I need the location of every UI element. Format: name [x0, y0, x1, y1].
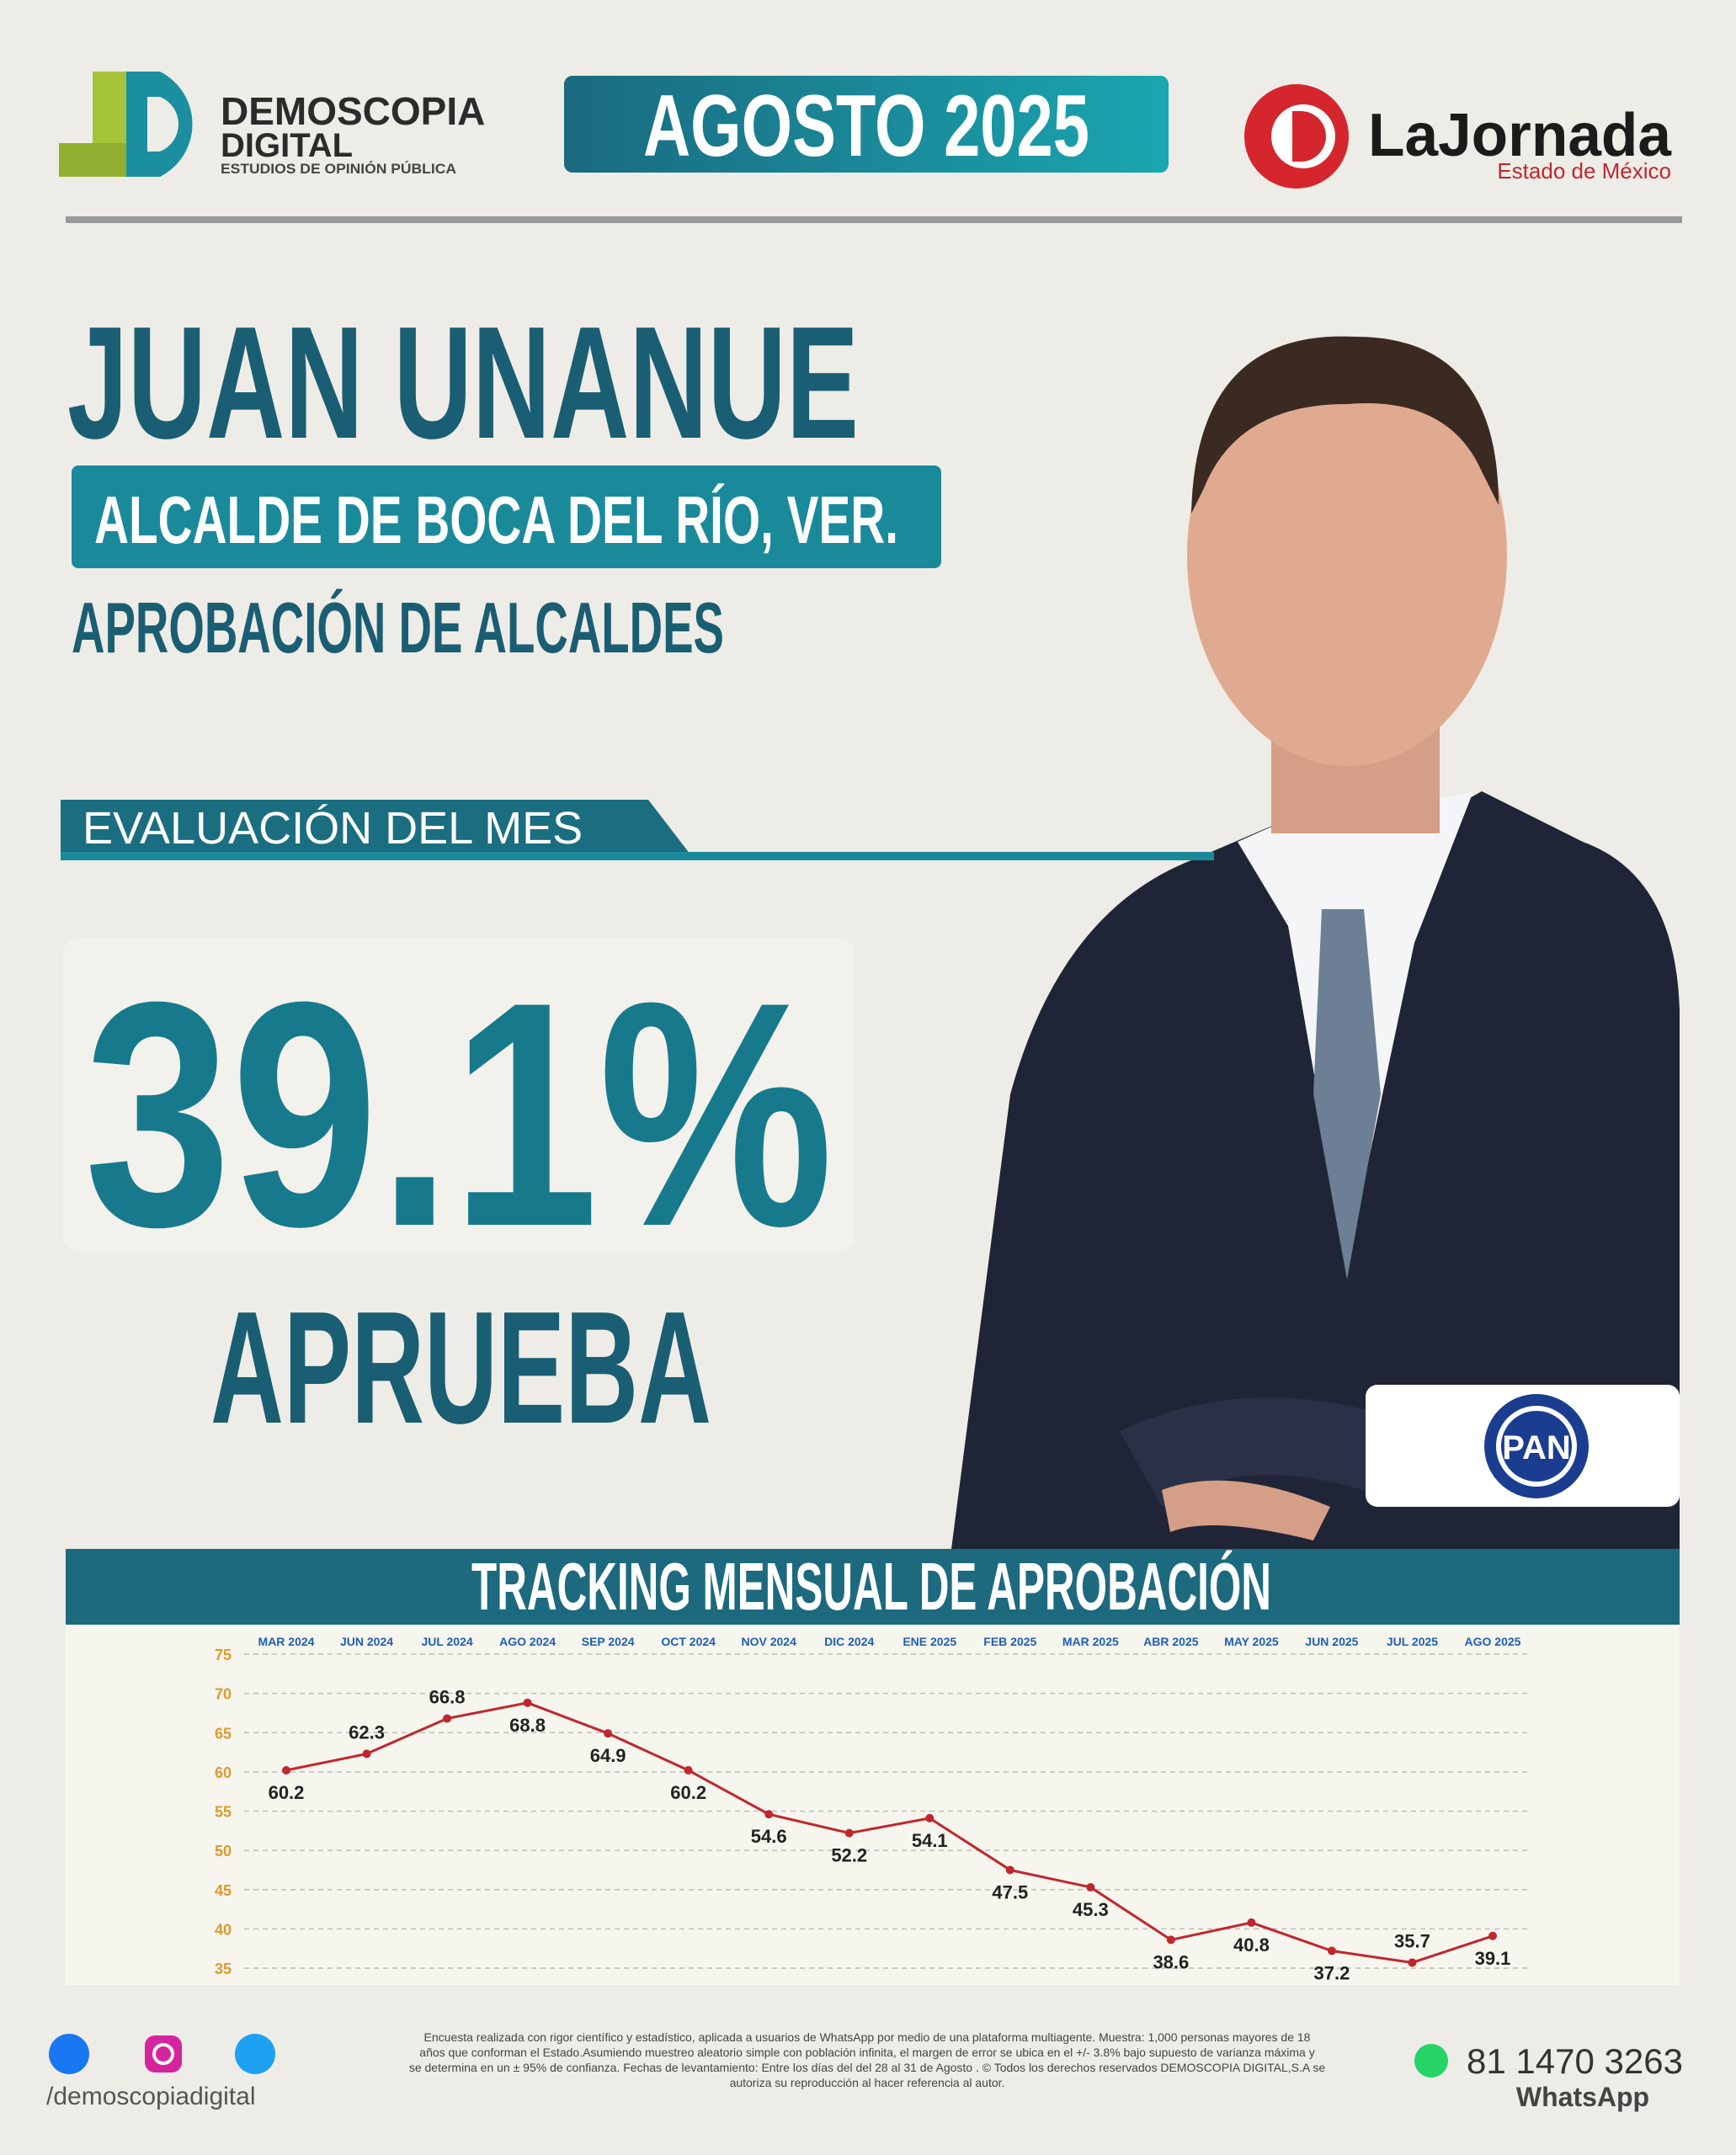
y-tick-label: 70	[215, 1686, 232, 1703]
brand-tagline: ESTUDIOS DE OPINIÓN PÚBLICA	[221, 161, 456, 177]
approval-label: APRUEBA	[210, 1279, 711, 1457]
data-point	[282, 1766, 290, 1775]
x-tick-label: ENE 2025	[903, 1635, 956, 1648]
x-tick-label: JUL 2024	[421, 1635, 472, 1648]
section-banner	[61, 800, 690, 854]
disclaimer-line: se determina en un ± 95% de confianza. F…	[409, 2061, 1326, 2074]
y-tick-label: 45	[215, 1882, 232, 1899]
data-label: 38.6	[1153, 1951, 1189, 1972]
data-label: 45.3	[1073, 1899, 1109, 1920]
data-label: 68.8	[509, 1715, 546, 1736]
disclaimer: Encuesta realizada con rigor científico …	[409, 2030, 1326, 2089]
data-point	[1408, 1958, 1417, 1967]
x-tick-label: AGO 2025	[1465, 1635, 1521, 1648]
x-tick-label: SEP 2024	[582, 1635, 635, 1648]
data-label: 39.1	[1475, 1948, 1511, 1969]
data-point	[684, 1766, 693, 1775]
brand-logo: DEMOSCOPIA DIGITAL ESTUDIOS DE OPINIÓN P…	[59, 72, 485, 177]
partner-sub: Estado de México	[1497, 158, 1671, 184]
approval-box	[63, 939, 855, 1252]
disclaimer-line: Encuesta realizada con rigor científico …	[424, 2030, 1311, 2044]
y-tick-label: 35	[215, 1961, 232, 1977]
phone: 81 1470 3263	[1467, 2041, 1683, 2081]
position: ALCALDE DE BOCA DEL RÍO, VER.	[94, 482, 898, 557]
section-rule	[61, 852, 1214, 860]
data-point	[844, 1828, 854, 1838]
x-tick-label: DIC 2024	[824, 1635, 874, 1648]
y-tick-label: 40	[215, 1921, 232, 1938]
social-icons	[49, 2034, 275, 2074]
data-point	[1005, 1865, 1014, 1875]
x-tick-label: AGO 2024	[499, 1635, 556, 1648]
period: AGOSTO 2025	[643, 77, 1089, 175]
data-label: 60.2	[670, 1782, 706, 1803]
x-tick-label: MAY 2025	[1224, 1635, 1279, 1648]
data-label: 35.7	[1394, 1930, 1430, 1951]
data-label: 37.2	[1314, 1962, 1350, 1983]
x-tick-label: ABR 2025	[1143, 1635, 1199, 1648]
data-label: 64.9	[590, 1745, 626, 1766]
data-label: 54.1	[912, 1830, 948, 1851]
data-point	[764, 1810, 774, 1819]
portrait	[951, 336, 1680, 1549]
position-box	[72, 466, 941, 568]
data-point	[1086, 1882, 1095, 1892]
party-logo	[1501, 1411, 1572, 1482]
disclaimer-line: años que conforman el Estado.Asumiendo m…	[419, 2046, 1314, 2059]
x-tick-label: NOV 2024	[742, 1635, 797, 1648]
period-box	[564, 76, 1169, 173]
approval-value: 39.1%	[84, 935, 833, 1293]
channel: WhatsApp	[1516, 2082, 1649, 2112]
person-name: JUAN UNANUE	[67, 294, 859, 472]
data-label: 54.6	[751, 1826, 787, 1847]
data-point	[362, 1749, 371, 1759]
partner-name: LaJornada	[1368, 102, 1672, 169]
data-point	[1327, 1946, 1336, 1955]
chart-header	[66, 1549, 1680, 1625]
data-label: 40.8	[1233, 1934, 1270, 1955]
y-tick-label: 50	[215, 1843, 232, 1860]
chart-area	[66, 1625, 1680, 1985]
partner-logo: LaJornada Estado de México	[1244, 84, 1672, 189]
data-label: 47.5	[992, 1881, 1028, 1902]
social-handle: /demoscopiadigital	[46, 2083, 255, 2110]
study: APROBACIÓN DE ALCALDES	[72, 588, 724, 668]
x-tick-label: JUN 2024	[340, 1635, 393, 1648]
y-tick-label: 55	[215, 1804, 232, 1821]
data-point	[925, 1813, 935, 1822]
data-point	[1247, 1918, 1256, 1927]
x-tick-label: OCT 2024	[661, 1635, 716, 1648]
disclaimer-line: autoriza su reproducción al hacer refere…	[730, 2076, 1005, 2089]
whatsapp-icon	[1414, 2044, 1448, 2078]
data-point	[1166, 1935, 1175, 1945]
data-point	[443, 1714, 452, 1723]
y-tick-label: 75	[215, 1647, 232, 1663]
section-title: EVALUACIÓN DEL MES	[83, 803, 583, 854]
data-point	[604, 1729, 613, 1738]
data-label: 52.2	[831, 1845, 867, 1866]
data-label: 66.8	[429, 1686, 466, 1707]
brand-name: DEMOSCOPIA	[221, 89, 485, 133]
data-label: 62.3	[349, 1721, 385, 1743]
y-tick-label: 65	[215, 1725, 232, 1742]
x-tick-label: MAR 2025	[1062, 1635, 1119, 1648]
x-tick-label: JUL 2025	[1387, 1635, 1438, 1648]
chart-title: TRACKING MENSUAL DE APROBACIÓN	[471, 1549, 1271, 1624]
x-tick-label: MAR 2024	[258, 1635, 315, 1648]
y-tick-label: 60	[215, 1764, 232, 1781]
x-tick-label: JUN 2025	[1305, 1635, 1358, 1648]
data-label: 60.2	[269, 1782, 305, 1803]
divider	[66, 216, 1682, 223]
data-point	[1488, 1931, 1497, 1940]
party: PAN	[1502, 1429, 1570, 1466]
brand-name: DIGITAL	[221, 127, 353, 164]
x-tick-label: FEB 2025	[983, 1635, 1036, 1648]
series-line	[285, 1701, 1494, 1965]
plot: 35 40 45 50 55 60 65 70 75 MAR 2024 JUN 2024 JUL 20…	[215, 1635, 1528, 1983]
data-point	[523, 1698, 532, 1707]
